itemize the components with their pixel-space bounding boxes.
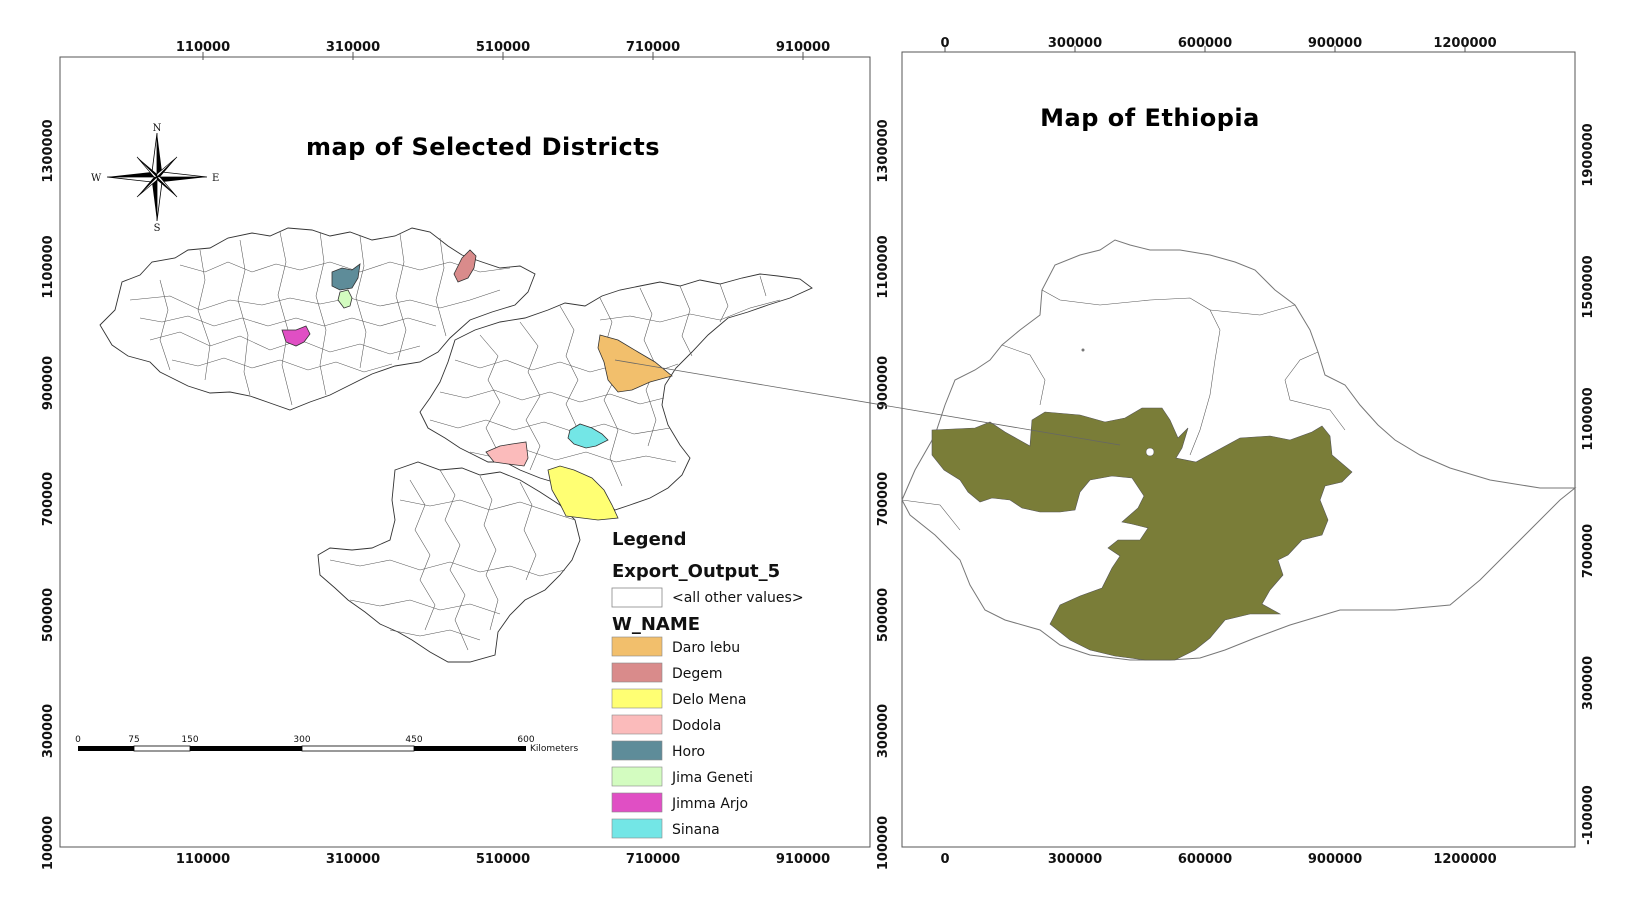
left-y-tick-right-4: 700000	[876, 472, 891, 526]
legend-swatch-jima-geneti	[611, 766, 663, 787]
right-x-tick-top-5: 1200000	[1433, 36, 1496, 51]
compass-w-label: W	[91, 173, 102, 184]
scale-unit: Kilometers	[530, 744, 578, 754]
right-x-tick-bottom-5: 1200000	[1433, 852, 1496, 867]
scale-label-0: 0	[75, 735, 81, 745]
district-region-west	[99, 227, 536, 411]
legend-swatch-degem	[611, 662, 663, 683]
legend: Legend Export_Output_5 <all other values…	[611, 529, 804, 839]
scale-bar: 0 75 150 300 450 600 Kilometers	[75, 735, 578, 754]
left-y-tick-right-1: 1300000	[876, 119, 891, 182]
left-y-tick-2: 1100000	[41, 235, 56, 298]
right-y-tick-4: 700000	[1581, 524, 1596, 578]
compass-s-label: S	[154, 223, 161, 234]
left-y-tick-6: 300000	[41, 704, 56, 758]
oromia-region	[931, 407, 1353, 661]
left-y-tick-right-7: 100000	[876, 816, 891, 870]
left-map-top-ticks: 110000 310000 510000 710000 910000	[176, 40, 830, 60]
legend-label-jima-geneti: Jima Geneti	[671, 770, 753, 786]
right-map-top-ticks: 0 300000 600000 900000 1200000	[940, 36, 1497, 52]
left-y-tick-right-5: 500000	[876, 588, 891, 642]
legend-label-daro-lebu: Daro lebu	[672, 640, 740, 656]
right-x-tick-bottom-2: 300000	[1048, 852, 1102, 867]
right-x-tick-bottom-4: 900000	[1308, 852, 1362, 867]
right-map-y-ticks: 1900000 1500000 1100000 700000 300000 -1…	[1581, 123, 1596, 845]
district-base-map	[99, 227, 813, 663]
legend-label-sinana: Sinana	[672, 822, 720, 838]
scale-label-450: 450	[405, 735, 422, 745]
left-x-tick-top-4: 710000	[626, 40, 680, 55]
scale-label-150: 150	[181, 735, 198, 745]
legend-swatch-sinana	[611, 818, 663, 839]
legend-swatch-horo	[611, 740, 663, 761]
right-x-tick-bottom-3: 600000	[1178, 852, 1232, 867]
scale-label-600: 600	[517, 735, 534, 745]
left-map-frame	[59, 56, 871, 848]
left-y-tick-4: 700000	[41, 472, 56, 526]
left-map-y-ticks-left: 1300000 1100000 900000 700000 500000 300…	[41, 119, 56, 870]
left-x-tick-top-5: 910000	[776, 40, 830, 55]
district-degem	[453, 249, 477, 283]
left-x-tick-top-3: 510000	[476, 40, 530, 55]
legend-swatch-daro-lebu	[611, 636, 663, 657]
right-y-tick-5: 300000	[1581, 656, 1596, 710]
left-map-y-ticks-right: 1300000 1100000 900000 700000 500000 300…	[876, 119, 891, 870]
right-x-tick-bottom-1: 0	[940, 852, 949, 867]
legend-swatch-jimma-arjo	[611, 792, 663, 813]
right-y-tick-3: 1100000	[1581, 387, 1596, 450]
left-y-tick-right-3: 900000	[876, 356, 891, 410]
compass-e-label: E	[212, 173, 219, 184]
legend-layer-name: Export_Output_5	[612, 561, 780, 582]
scale-label-75: 75	[128, 735, 139, 745]
legend-swatch-dodola	[611, 714, 663, 735]
legend-label-horo: Horo	[672, 744, 705, 760]
left-x-tick-top-2: 310000	[326, 40, 380, 55]
legend-heading: Legend	[612, 529, 686, 550]
right-y-tick-6: -100000	[1581, 785, 1596, 845]
district-jimma-arjo	[281, 325, 311, 347]
left-y-tick-5: 500000	[41, 588, 56, 642]
legend-other-label: <all other values>	[672, 590, 804, 606]
left-y-tick-right-6: 300000	[876, 704, 891, 758]
right-x-tick-top-1: 0	[940, 36, 949, 51]
right-map-title: Map of Ethiopia	[1040, 104, 1260, 132]
legend-label-dodola: Dodola	[672, 718, 721, 734]
district-dodola	[485, 441, 529, 467]
left-x-tick-bottom-2: 310000	[326, 852, 380, 867]
right-x-tick-top-3: 600000	[1178, 36, 1232, 51]
left-x-tick-bottom-5: 910000	[776, 852, 830, 867]
right-map-bottom-ticks: 0 300000 600000 900000 1200000	[940, 852, 1496, 867]
left-y-tick-right-2: 1100000	[876, 235, 891, 298]
legend-swatch-other	[611, 587, 663, 608]
legend-label-degem: Degem	[672, 666, 723, 682]
district-horo	[331, 263, 361, 291]
compass-rose-icon: N S E W	[91, 123, 219, 234]
ethiopia-map	[901, 239, 1577, 661]
right-y-tick-2: 1500000	[1581, 255, 1596, 318]
scale-label-300: 300	[293, 735, 310, 745]
right-x-tick-top-2: 300000	[1048, 36, 1102, 51]
left-x-tick-bottom-4: 710000	[626, 852, 680, 867]
legend-field-name: W_NAME	[612, 614, 700, 635]
legend-swatch-delo-mena	[611, 688, 663, 709]
right-y-tick-1: 1900000	[1581, 123, 1596, 186]
left-y-tick-3: 900000	[41, 356, 56, 410]
left-y-tick-1: 1300000	[41, 119, 56, 182]
left-map-title: map of Selected Districts	[306, 133, 660, 161]
district-sinana	[567, 423, 609, 449]
left-x-tick-top-1: 110000	[176, 40, 230, 55]
legend-label-delo-mena: Delo Mena	[672, 692, 746, 708]
compass-n-label: N	[153, 123, 162, 134]
left-x-tick-bottom-3: 510000	[476, 852, 530, 867]
district-delo-mena	[547, 465, 619, 521]
district-jima-geneti	[337, 289, 353, 309]
left-x-tick-bottom-1: 110000	[176, 852, 230, 867]
legend-label-jimma-arjo: Jimma Arjo	[671, 796, 748, 812]
left-map-bottom-ticks: 110000 310000 510000 710000 910000	[176, 852, 830, 867]
inset-connector-line	[614, 359, 1121, 446]
right-x-tick-top-4: 900000	[1308, 36, 1362, 51]
left-y-tick-7: 100000	[41, 816, 56, 870]
